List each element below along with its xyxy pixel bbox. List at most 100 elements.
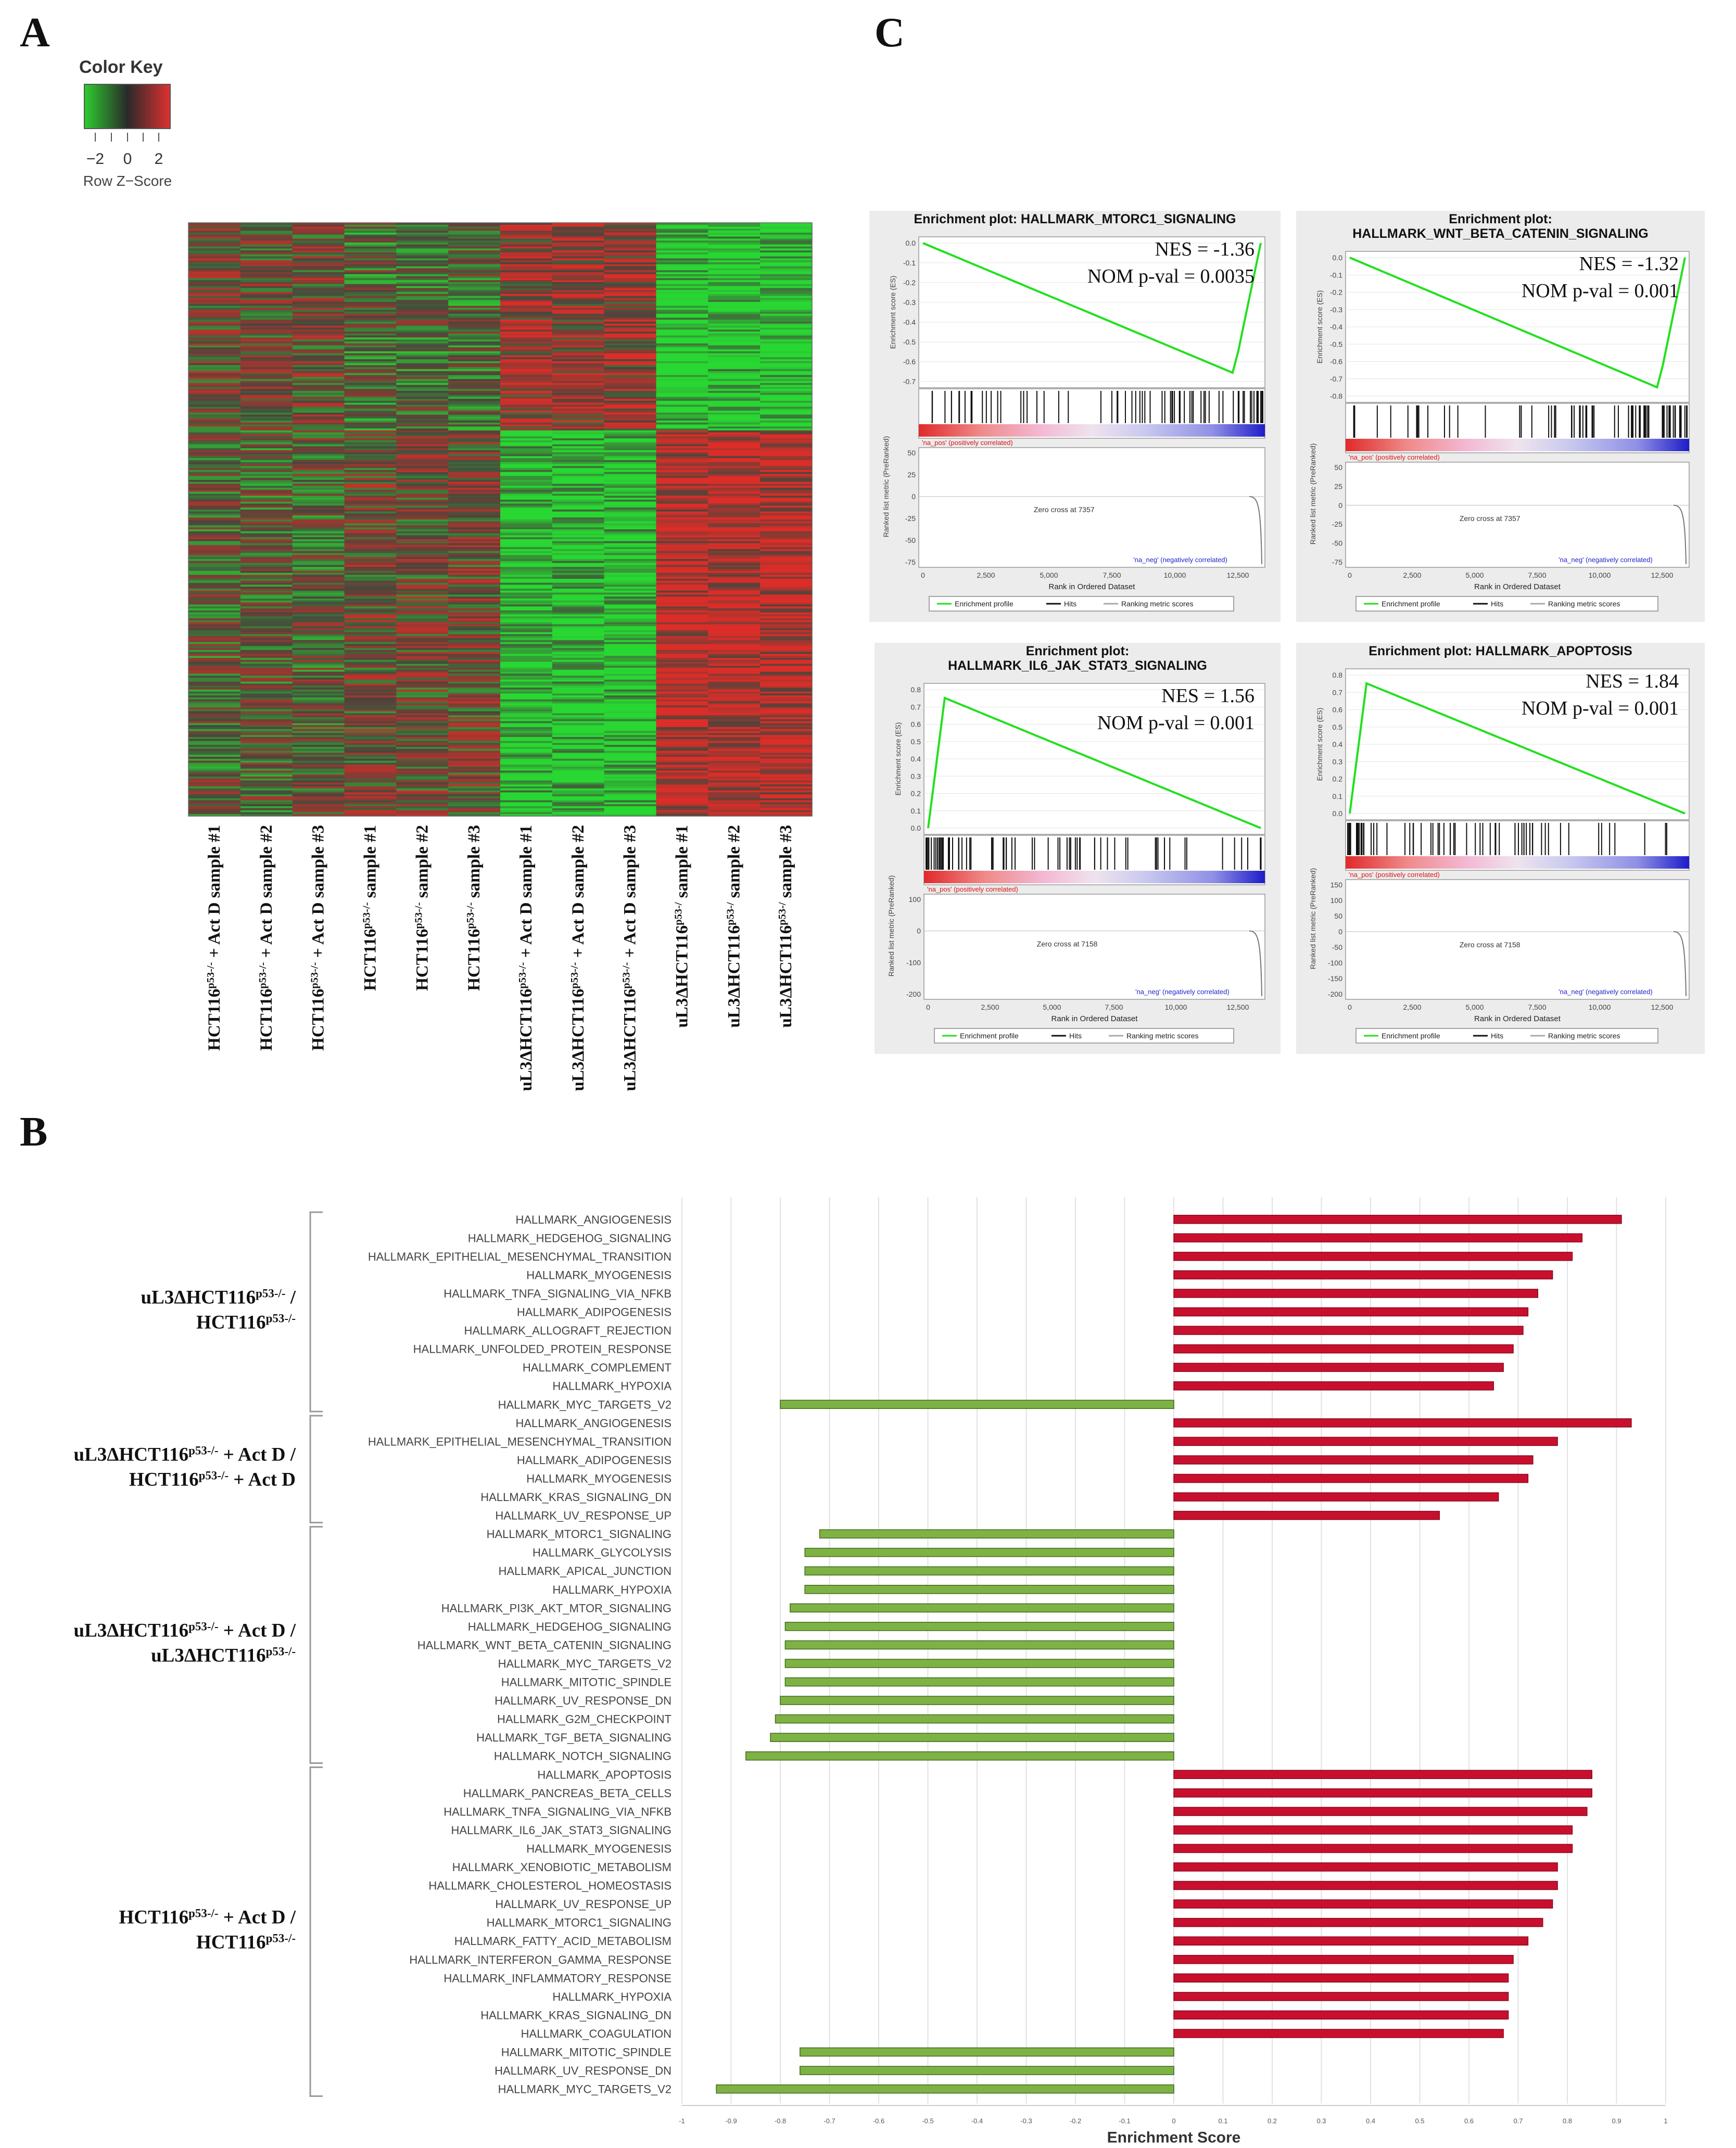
heatmap-cell: [656, 470, 708, 473]
heatmap-cell: [760, 709, 813, 711]
heatmap-cell: [396, 464, 449, 466]
heatmap-cell: [760, 369, 813, 372]
heatmap-cell: [500, 703, 553, 706]
heatmap-cell: [760, 274, 813, 276]
heatmap-cell: [448, 533, 501, 536]
heatmap-cell: [656, 351, 708, 354]
heatmap-cell: [604, 303, 657, 306]
ranking-metric-curve: [1249, 496, 1262, 565]
heatmap-cell: [552, 337, 605, 340]
heatmap-cell: [604, 567, 657, 569]
heatmap-cell: [500, 505, 553, 508]
heatmap-cell: [396, 622, 449, 625]
heatmap-cell: [500, 719, 553, 721]
heatmap-cell: [292, 335, 345, 338]
heatmap-cell: [500, 282, 553, 285]
enrichment-bar-positive: [1173, 1880, 1558, 1890]
heatmap-cell: [708, 790, 761, 793]
heatmap-cell: [448, 404, 501, 407]
heatmap-cell: [344, 224, 397, 227]
heatmap-cell: [188, 618, 241, 621]
enrichment-bar-positive: [1173, 1473, 1529, 1483]
heatmap-cell: [344, 664, 397, 666]
heatmap-cell: [656, 533, 708, 536]
heatmap-cell: [292, 260, 345, 263]
heatmap-cell: [552, 397, 605, 399]
heatmap-cell: [708, 416, 761, 419]
heatmap-cell: [448, 699, 501, 702]
heatmap-cell: [292, 381, 345, 384]
heatmap-cell: [396, 778, 449, 781]
heatmap-cell: [344, 614, 397, 617]
nes-value: NES = -1.32: [1579, 253, 1679, 275]
heatmap-cell: [708, 679, 761, 682]
heatmap-cell: [760, 422, 813, 425]
heatmap-cell: [188, 770, 241, 773]
es-axis-tick: 0.6: [911, 720, 921, 729]
heatmap-cell: [240, 414, 293, 417]
heatmap-cell: [604, 688, 657, 690]
heatmap-cell: [656, 668, 708, 670]
enrichment-bar-positive: [1173, 1455, 1534, 1465]
heatmap-cell: [552, 685, 605, 688]
heatmap-cell: [396, 339, 449, 342]
heatmap-cell: [604, 748, 657, 751]
heatmap-cell: [552, 238, 605, 241]
heatmap-cell: [656, 743, 708, 745]
heatmap-cell: [240, 244, 293, 247]
heatmap-cell: [552, 231, 605, 233]
heatmap-cell: [344, 589, 397, 591]
heatmap-cell: [656, 306, 708, 308]
heatmap-cell: [656, 292, 708, 295]
heatmap-cell: [552, 335, 605, 338]
heatmap-cell: [604, 760, 657, 763]
heatmap-cell: [188, 381, 241, 384]
heatmap-cell: [396, 634, 449, 637]
heatmap-cell: [292, 727, 345, 730]
heatmap-cell: [396, 521, 449, 524]
heatmap-cell: [448, 802, 501, 805]
heatmap-cell: [344, 727, 397, 730]
heatmap-cell: [188, 666, 241, 668]
heatmap-cell: [396, 347, 449, 350]
heatmap-cell: [344, 454, 397, 456]
heatmap-cell: [292, 416, 345, 419]
heatmap-cell: [292, 462, 345, 464]
heatmap-cell: [448, 668, 501, 670]
heatmap-cell: [604, 448, 657, 451]
heatmap-cell: [604, 363, 657, 365]
heatmap-cell: [500, 563, 553, 565]
heatmap-cell: [292, 476, 345, 478]
heatmap-cell: [448, 697, 501, 700]
heatmap-cell: [500, 228, 553, 231]
heatmap-cell: [448, 284, 501, 286]
heatmap-cell: [604, 626, 657, 629]
heatmap-cell: [448, 387, 501, 389]
heatmap-cell: [292, 567, 345, 569]
heatmap-cell: [448, 527, 501, 530]
heatmap-cell: [552, 632, 605, 634]
heatmap-cell: [292, 753, 345, 755]
heatmap-cell: [500, 418, 553, 421]
heatmap-cell: [552, 510, 605, 512]
heatmap-cell: [760, 298, 813, 300]
heatmap-cell: [500, 442, 553, 444]
heatmap-cell: [448, 551, 501, 553]
heatmap-cell: [552, 367, 605, 370]
heatmap-cell: [448, 549, 501, 552]
heatmap-cell: [240, 353, 293, 355]
heatmap-cell: [656, 772, 708, 775]
heatmap-cell: [292, 274, 345, 276]
heatmap-cell: [708, 373, 761, 375]
heatmap-cell: [656, 224, 708, 227]
heatmap-cell: [344, 466, 397, 468]
heatmap-cell: [240, 721, 293, 723]
pathway-label: HALLMARK_TNFA_SIGNALING_VIA_NFKB: [443, 1287, 671, 1300]
heatmap-cell: [656, 300, 708, 302]
heatmap-cell: [240, 327, 293, 330]
heatmap-cell: [396, 402, 449, 405]
heatmap-cell: [708, 452, 761, 454]
heatmap-cell: [708, 412, 761, 415]
heatmap-cell: [292, 707, 345, 710]
x-axis-tick: 10,000: [1165, 1003, 1187, 1011]
